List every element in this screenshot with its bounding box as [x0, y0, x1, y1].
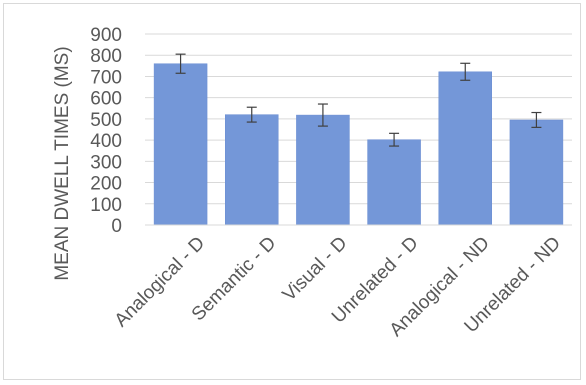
- y-tick-label: 200: [90, 174, 122, 195]
- bar: [438, 71, 492, 226]
- y-tick-label: 700: [90, 67, 122, 88]
- bars: [153, 63, 564, 226]
- y-tick-label: 0: [111, 216, 122, 237]
- y-tick-label: 500: [90, 110, 122, 131]
- y-tick-label: 400: [90, 131, 122, 152]
- bar: [509, 119, 564, 226]
- bar: [153, 63, 208, 226]
- error-bar: [317, 103, 328, 127]
- y-tick-label: 600: [90, 89, 122, 110]
- error-bar: [531, 111, 542, 128]
- y-tick-label: 100: [90, 195, 122, 216]
- y-tick-label: 300: [90, 152, 122, 173]
- x-category-label: Visual - D: [279, 233, 352, 306]
- error-bar: [175, 53, 186, 74]
- error-bar: [246, 106, 257, 123]
- bar: [367, 139, 421, 226]
- y-tick-label: 900: [90, 25, 122, 46]
- y-tick-label: 800: [90, 46, 122, 67]
- bar: [296, 114, 350, 226]
- y-axis-title: MEAN DWELL TIMES (MS): [52, 46, 73, 280]
- error-bar: [389, 132, 400, 147]
- error-bars: [175, 53, 542, 147]
- bar: [225, 114, 279, 226]
- error-bar: [460, 62, 471, 81]
- gridlines: [145, 33, 572, 205]
